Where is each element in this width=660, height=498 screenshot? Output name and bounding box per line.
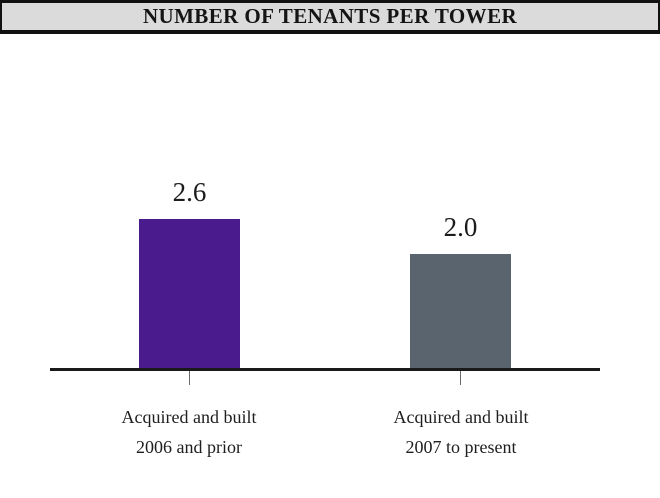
bar-group-2006-and-prior: 2.6 [139, 178, 240, 369]
bar-group-2007-to-present: 2.0 [410, 213, 511, 369]
bar-2007-to-present [410, 254, 511, 369]
category-label-line: 2006 and prior [136, 437, 242, 457]
axis-tick [460, 371, 461, 385]
plot-area: 2.6 2.0 Acquired and built 2006 and prio… [0, 34, 660, 498]
chart-title: NUMBER OF TENANTS PER TOWER [142, 4, 518, 28]
category-label-2007-to-present: Acquired and built 2007 to present [351, 402, 571, 462]
x-axis-line [50, 368, 600, 371]
bar-value-label: 2.0 [443, 212, 478, 242]
bar-value-label: 2.6 [172, 177, 207, 207]
category-label-line: Acquired and built [121, 407, 257, 427]
category-label-2006-and-prior: Acquired and built 2006 and prior [79, 402, 299, 462]
axis-tick [189, 371, 190, 385]
bar-2006-and-prior [139, 219, 240, 369]
category-label-line: 2007 to present [405, 437, 517, 457]
category-label-line: Acquired and built [393, 407, 529, 427]
chart-title-bar: NUMBER OF TENANTS PER TOWER [0, 0, 660, 34]
